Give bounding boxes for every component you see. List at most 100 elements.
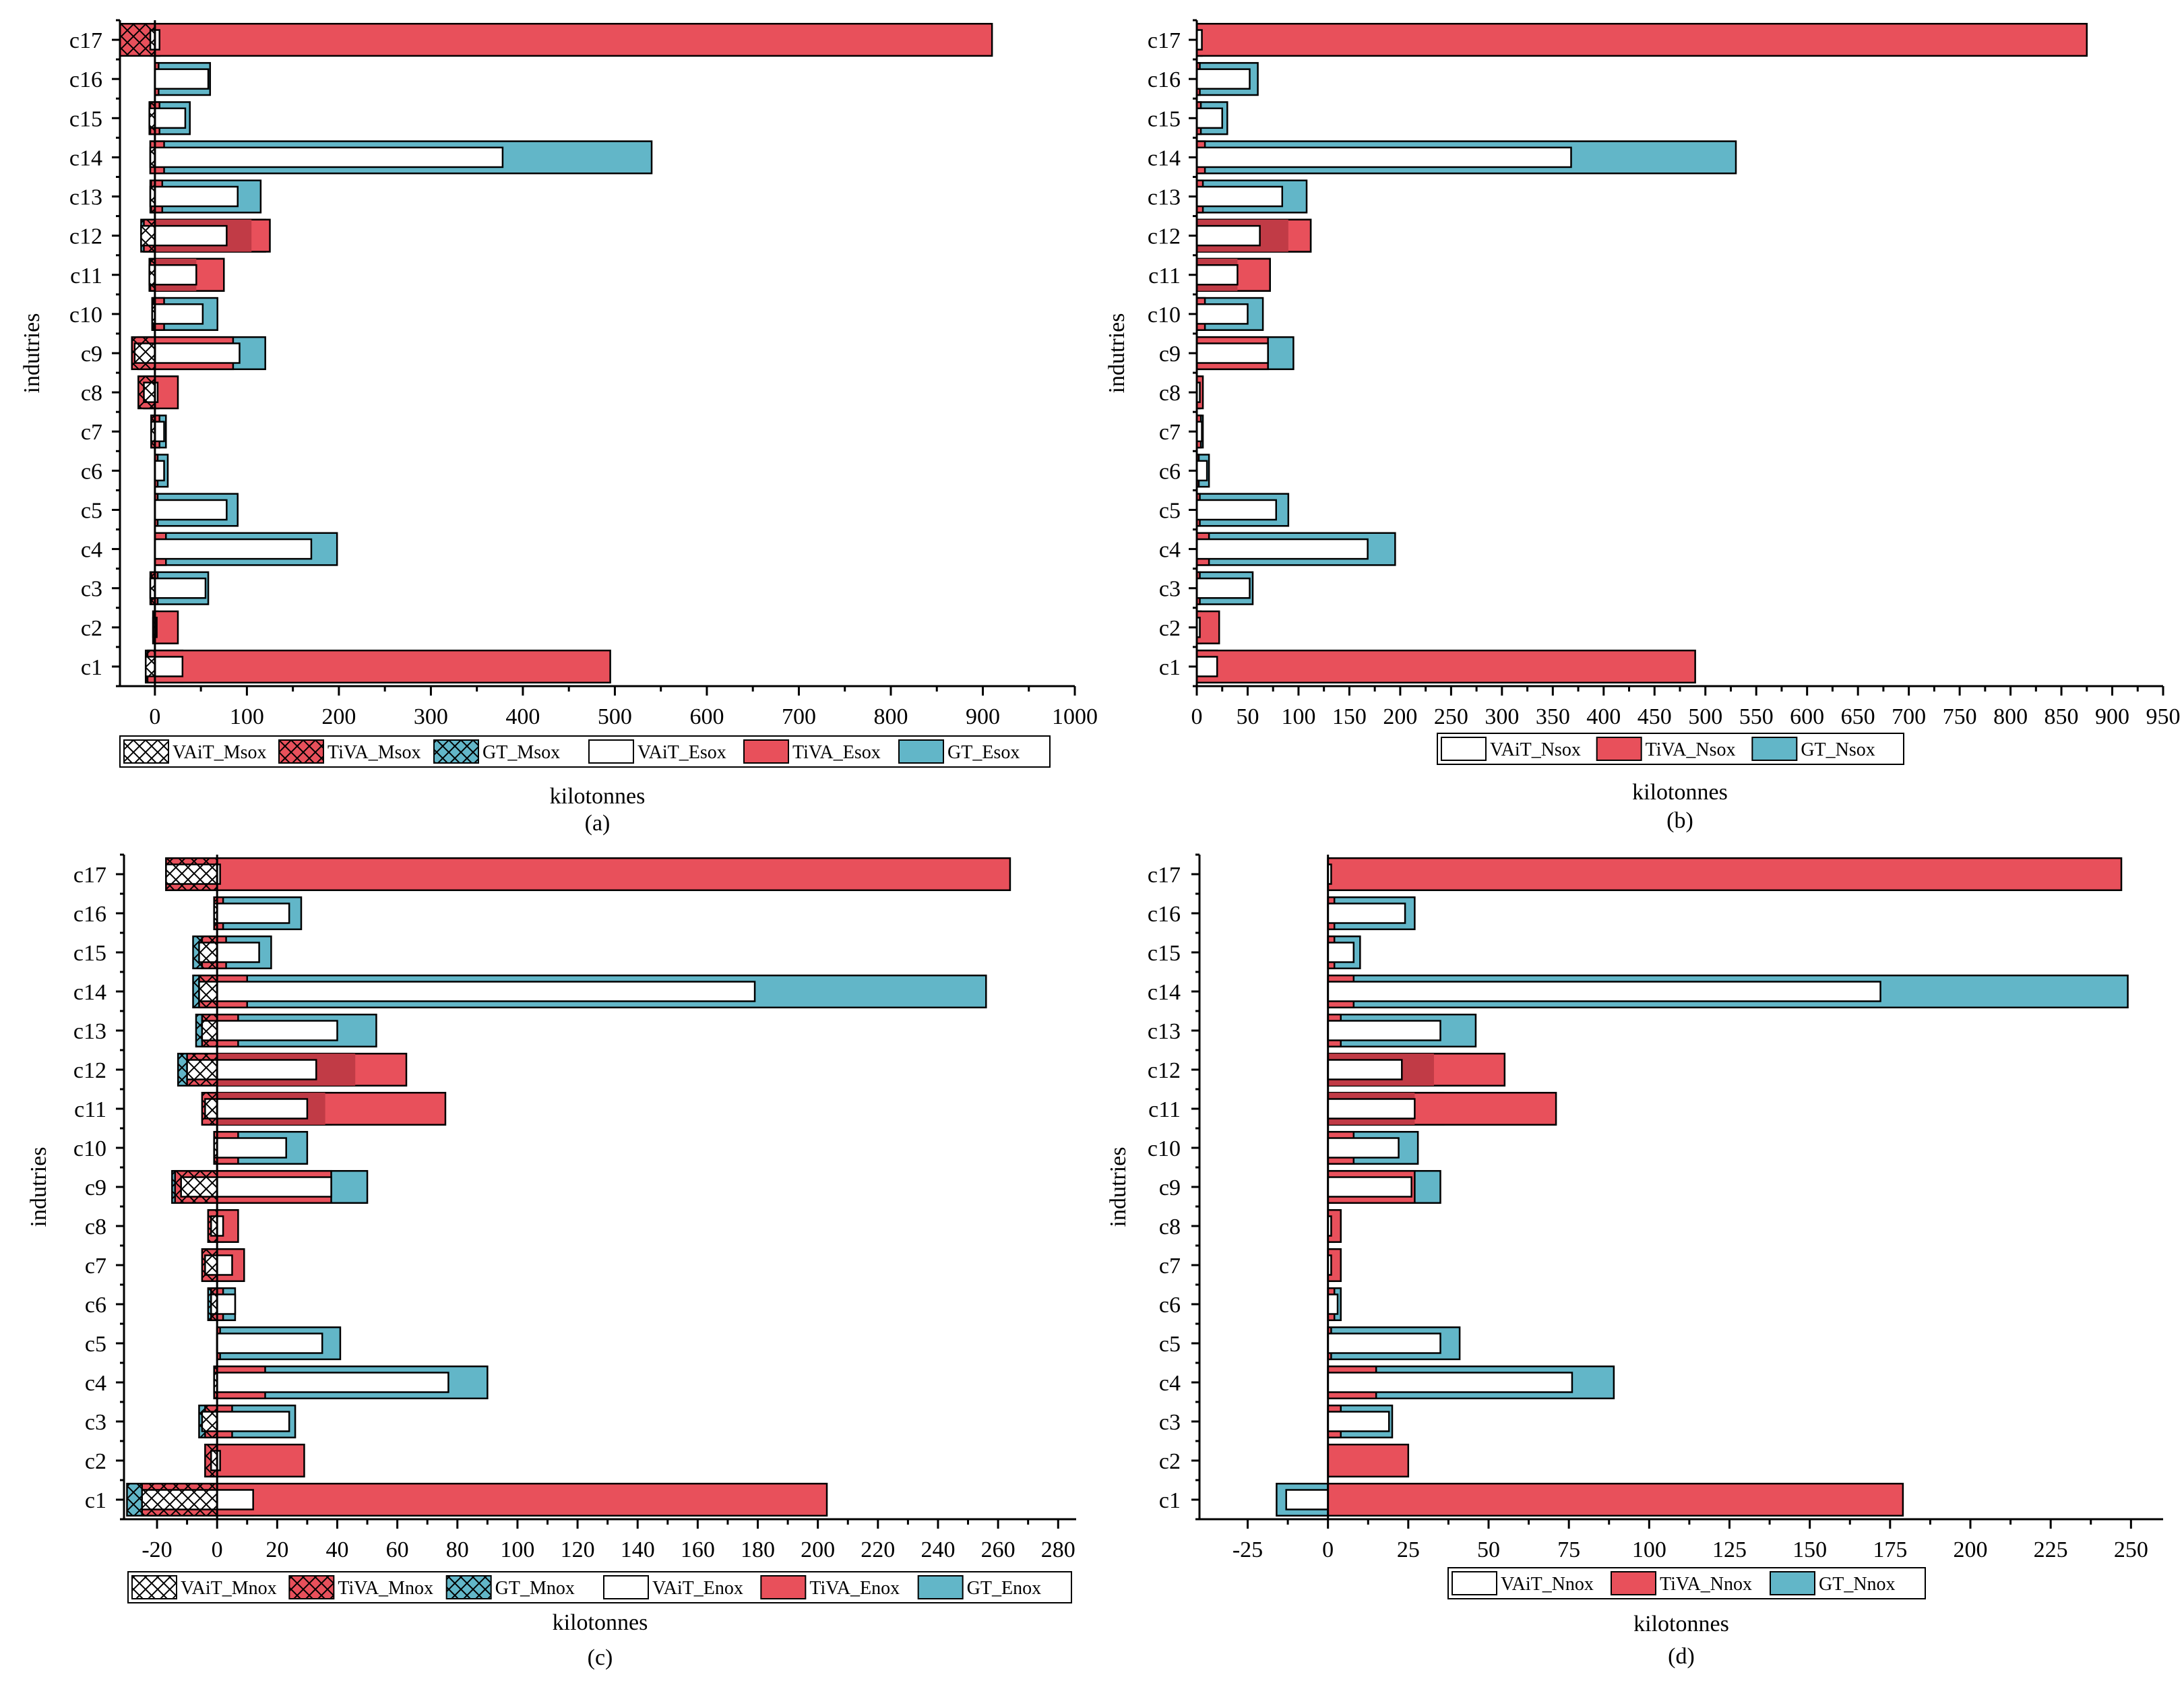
y-tick-label-d-c11: c11 — [1148, 1097, 1181, 1122]
bar-c-vait_mnox-c9 — [180, 1176, 218, 1198]
y-tick-label-a-c1: c1 — [81, 655, 102, 680]
y-tick-label-c-c10: c10 — [73, 1136, 106, 1161]
bar-a-tiva_esox-c8 — [154, 375, 179, 410]
y-tick-label-d-c12: c12 — [1148, 1058, 1181, 1083]
x-tick-label-c-280: 280 — [1041, 1537, 1075, 1562]
x-tick-label-c-100: 100 — [500, 1537, 534, 1562]
x-tick-label-a-300: 300 — [414, 704, 448, 729]
x-tick-label-c--20: -20 — [142, 1537, 172, 1562]
bar-a-vait_esox-c11 — [154, 264, 197, 286]
y-tick-label-c-c9: c9 — [85, 1175, 106, 1200]
y-tick-label-a-c16: c16 — [69, 67, 102, 92]
legend-swatch-a-vait_msox — [123, 739, 169, 764]
bar-d-vait_nnox-c12 — [1327, 1059, 1403, 1080]
bar-a-vait_esox-c4 — [154, 538, 313, 560]
x-tick-label-a-100: 100 — [230, 704, 264, 729]
x-axis-title-d: kilotonnes — [1633, 1612, 1729, 1636]
y-tick-label-c-c17: c17 — [73, 863, 106, 888]
x-tick-label-b-950: 950 — [2146, 704, 2181, 729]
panel-label-c: (c) — [588, 1645, 613, 1670]
y-tick-label-a-c3: c3 — [81, 577, 102, 602]
y-tick-label-c-c14: c14 — [73, 980, 106, 1005]
bar-a-vait_msox-c8 — [143, 381, 156, 403]
bar-d-vait_nnox-c5 — [1327, 1333, 1441, 1354]
x-tick-label-c-60: 60 — [386, 1537, 409, 1562]
legend-swatch-c-gt_enox — [917, 1575, 964, 1599]
bar-d-vait_nnox-c16 — [1327, 902, 1406, 924]
x-tick-label-b-350: 350 — [1536, 704, 1570, 729]
y-tick-label-a-c11: c11 — [70, 264, 102, 288]
bar-c-vait_enox-c7 — [216, 1254, 233, 1276]
y-tick-label-b-c3: c3 — [1159, 577, 1181, 602]
y-tick-label-d-c1: c1 — [1159, 1488, 1181, 1513]
x-tick-label-b-50: 50 — [1236, 704, 1259, 729]
bar-a-tiva_esox-c2 — [154, 610, 179, 644]
bar-a-vait_esox-c7 — [154, 421, 165, 443]
y-tick-label-d-c9: c9 — [1159, 1175, 1181, 1200]
y-tick-label-b-c6: c6 — [1159, 459, 1181, 484]
legend-label-a-gt_esox: GT_Esox — [947, 742, 1020, 763]
legend-swatch-c-gt_mnox — [445, 1575, 492, 1599]
x-tick-label-d-75: 75 — [1557, 1537, 1580, 1562]
bar-c-vait_enox-c9 — [216, 1176, 332, 1198]
panel-label-b: (b) — [1666, 808, 1693, 833]
bar-b-vait_nsox-c4 — [1195, 538, 1369, 560]
bar-b-vait_nsox-c15 — [1195, 107, 1223, 129]
legend-swatch-b-tiva_nsox — [1596, 737, 1642, 761]
legend-label-a-vait_esox: VAiT_Esox — [637, 742, 726, 763]
y-tick-label-c-c8: c8 — [85, 1215, 106, 1240]
x-tick-label-d-225: 225 — [2034, 1537, 2068, 1562]
chart-panel-a: c1 c2 c3 c4 c5 c6 c7 c8 c9 c10 c11 c12 c13 c14 c15 c16 c… — [20, 19, 1098, 836]
y-tick-label-c-c3: c3 — [85, 1410, 106, 1435]
y-tick-label-b-c11: c11 — [1148, 264, 1181, 288]
x-tick-label-b-650: 650 — [1841, 704, 1875, 729]
bar-c-vait_mnox-c1 — [141, 1489, 218, 1510]
legend-swatch-c-tiva_enox — [760, 1575, 807, 1599]
x-tick-label-b-400: 400 — [1586, 704, 1621, 729]
x-tick-label-b-100: 100 — [1281, 704, 1315, 729]
bar-b-vait_nsox-c9 — [1195, 342, 1269, 364]
legend-label-c-vait_mnox: VAiT_Mnox — [181, 1578, 277, 1599]
legend-label-c-gt_enox: GT_Enox — [967, 1578, 1041, 1599]
x-tick-label-b-0: 0 — [1191, 704, 1203, 729]
bar-b-vait_nsox-c3 — [1195, 577, 1251, 599]
bar-d-tiva_nnox-c1 — [1327, 1482, 1904, 1517]
y-tick-label-d-c14: c14 — [1148, 980, 1181, 1005]
y-tick-label-d-c17: c17 — [1148, 863, 1181, 888]
legend-label-d-vait_nnox: VAiT_Nnox — [1501, 1574, 1594, 1595]
legend-a: VAiT_Msox TiVA_Msox GT_Msox VAiT_Esox TiVA_E… — [119, 735, 1051, 768]
bar-b-vait_nsox-c6 — [1195, 460, 1208, 482]
legend-label-c-tiva_mnox: TiVA_Mnox — [338, 1578, 433, 1599]
bar-b-vait_nsox-c16 — [1195, 68, 1251, 90]
y-tick-label-a-c5: c5 — [81, 498, 102, 523]
bar-a-vait_esox-c13 — [154, 185, 239, 208]
bar-d-vait_nnox-c14 — [1327, 981, 1881, 1002]
x-tick-label-c-40: 40 — [325, 1537, 348, 1562]
bar-c-vait_mnox-c11 — [204, 1098, 218, 1120]
bar-c-vait_enox-c16 — [216, 902, 290, 924]
bar-a-vait_msox-c1 — [144, 656, 156, 677]
bar-c-vait_mnox-c12 — [186, 1059, 218, 1080]
x-tick-label-c-20: 20 — [266, 1537, 288, 1562]
legend-label-d-gt_nnox: GT_Nnox — [1819, 1574, 1896, 1595]
chart-panel-b: c1 c2 c3 c4 c5 c6 c7 c8 c9 c10 c11 c12 c13 c14 c15 c16 c… — [1104, 19, 2181, 833]
x-tick-label-c-0: 0 — [212, 1537, 223, 1562]
bar-c-tiva_enox-c1 — [216, 1482, 828, 1517]
bar-c-tiva_enox-c17 — [216, 857, 1011, 892]
bar-c-vait_mnox-c3 — [201, 1411, 218, 1432]
legend-swatch-c-vait_enox — [603, 1575, 649, 1599]
y-tick-label-c-c16: c16 — [73, 902, 106, 927]
legend-label-c-vait_enox: VAiT_Enox — [652, 1578, 743, 1599]
legend-box-d — [1447, 1567, 1926, 1599]
y-tick-label-d-c8: c8 — [1159, 1215, 1181, 1240]
bar-a-vait_esox-c5 — [154, 499, 228, 521]
bar-c-vait_enox-c10 — [216, 1137, 287, 1159]
bar-b-vait_nsox-c14 — [1195, 146, 1572, 169]
x-tick-label-b-150: 150 — [1332, 704, 1367, 729]
x-tick-label-b-600: 600 — [1790, 704, 1824, 729]
legend-b: VAiT_Nsox TiVA_Nsox GT_Nsox — [1437, 733, 1904, 765]
legend-c: VAiT_Mnox TiVA_Mnox GT_Mnox VAiT_Enox TiVA_E… — [127, 1571, 1072, 1603]
x-tick-label-c-200: 200 — [801, 1537, 835, 1562]
bar-a-vait_msox-c9 — [133, 342, 156, 364]
bar-c-vait_mnox-c14 — [198, 981, 218, 1002]
